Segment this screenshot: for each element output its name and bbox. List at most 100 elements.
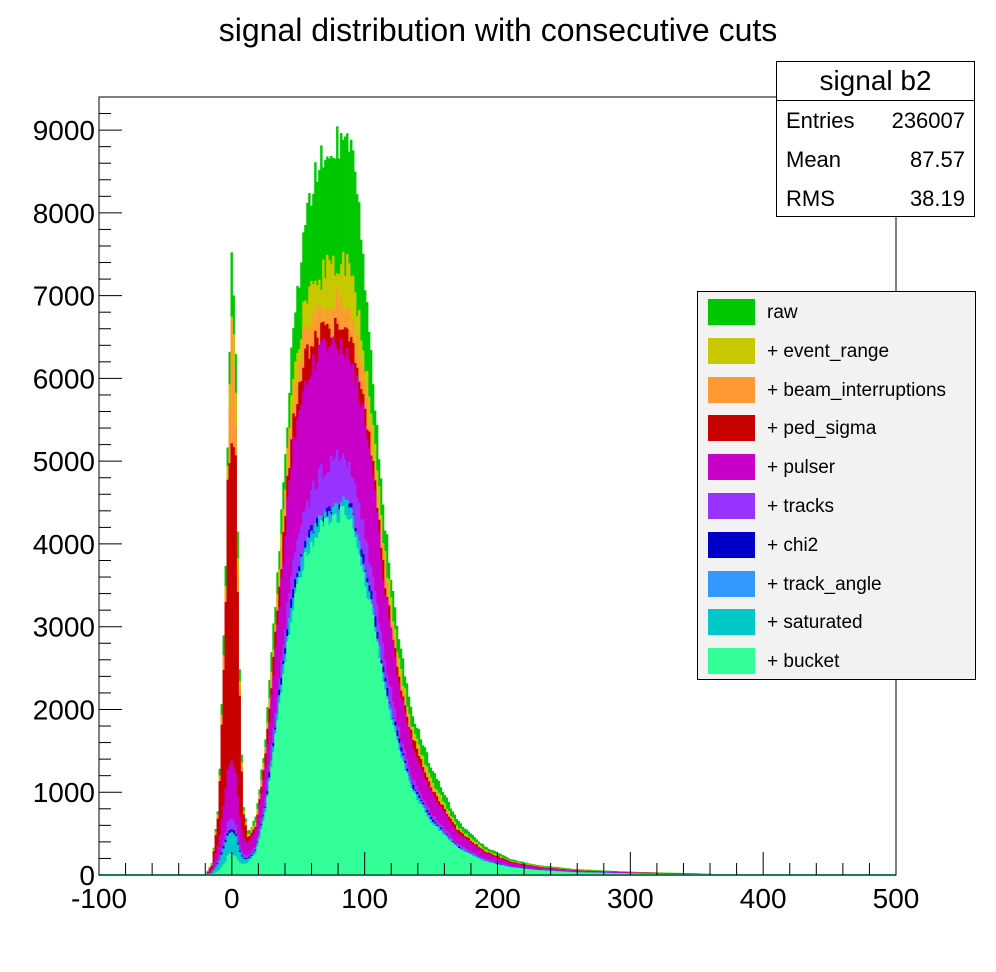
stats-row-mean: Mean 87.57	[777, 140, 974, 179]
histogram-bin	[248, 860, 251, 875]
histogram-bin	[607, 872, 610, 875]
histogram-bin	[507, 867, 510, 875]
legend-item: + pulser	[698, 448, 975, 487]
histogram-bin	[561, 871, 564, 875]
histogram-bin	[364, 586, 367, 875]
histogram-bin	[242, 863, 245, 875]
histogram-bin	[350, 518, 353, 875]
histogram-bin	[407, 780, 411, 875]
histogram-bin	[461, 851, 465, 875]
histogram-bin	[465, 852, 469, 875]
histogram-bin	[533, 869, 536, 875]
histogram-bin	[459, 849, 463, 875]
legend-label: + saturated	[767, 612, 863, 634]
histogram-bin	[579, 872, 582, 875]
histogram-bin	[551, 871, 554, 875]
histogram-bin	[218, 869, 221, 875]
stats-label: RMS	[786, 186, 835, 211]
legend-swatch	[708, 570, 755, 597]
histogram-bin	[489, 862, 492, 875]
histogram-bin	[517, 868, 520, 875]
histogram-bin	[547, 870, 550, 875]
histogram-bin	[230, 443, 233, 875]
axis-tick-labels: -100 0 100 200 300 400 50001000200030004000500…	[33, 115, 920, 914]
legend-item: + tracks	[698, 487, 975, 526]
legend-label: + pulser	[767, 457, 836, 479]
legend-swatch	[708, 648, 755, 675]
series-bucket	[204, 506, 743, 875]
histogram-bin	[266, 796, 269, 875]
histogram-bin	[531, 869, 534, 875]
histogram-bin	[236, 592, 239, 875]
legend-swatch	[708, 454, 755, 481]
histogram-bin	[292, 610, 295, 875]
histogram-bin	[236, 859, 239, 875]
histogram-bin	[220, 867, 223, 875]
legend-label: + chi2	[767, 534, 819, 556]
legend-swatch	[708, 531, 755, 558]
histogram-bin	[324, 517, 327, 875]
histogram-bin	[314, 537, 317, 875]
histogram-bin	[367, 599, 371, 875]
histogram-bin	[413, 793, 417, 875]
legend-swatch	[708, 376, 755, 403]
histogram-bin	[270, 767, 273, 875]
histogram-bin	[431, 824, 435, 875]
legend-label: + tracks	[767, 496, 835, 517]
histogram-bin	[284, 662, 287, 875]
legend-item: + track_angle	[698, 565, 975, 604]
histogram-bin	[385, 698, 389, 875]
histogram-bin	[290, 622, 293, 875]
histogram-bin	[557, 871, 560, 875]
chart-title: signal distribution with consecutive cut…	[218, 12, 778, 48]
histogram-bin	[529, 869, 532, 875]
histogram-bin	[218, 835, 221, 875]
legend-item: + ped_sigma	[698, 409, 975, 448]
legend-item: + saturated	[698, 603, 975, 642]
histogram-bin	[543, 870, 546, 875]
histogram-bin	[258, 838, 261, 875]
histogram-bin	[256, 846, 259, 875]
histogram-bin	[240, 771, 243, 875]
histogram-bin	[455, 846, 459, 875]
stats-box: signal b2 Entries 236007 Mean 87.57 RMS …	[776, 61, 975, 217]
histogram-bin	[234, 773, 237, 875]
histogram-bin	[501, 865, 504, 875]
histogram-bin	[433, 826, 437, 875]
histogram-bin	[443, 835, 447, 875]
histogram-bin	[493, 863, 496, 875]
histogram-bin	[274, 733, 277, 875]
histogram-bin	[302, 570, 305, 875]
histogram-bin	[262, 821, 265, 875]
histogram-bin	[397, 750, 401, 875]
histogram-bin	[567, 871, 570, 875]
legend-swatch	[708, 415, 755, 442]
y-tick-label: 1000	[33, 777, 95, 808]
histogram-bin	[334, 513, 337, 875]
histogram-bin	[252, 855, 255, 875]
histogram-bin	[280, 692, 283, 875]
histogram-bin	[435, 827, 439, 875]
histogram-bin	[523, 868, 526, 875]
histogram-bin	[395, 740, 399, 875]
histogram-bin	[238, 695, 241, 875]
histogram-bin	[226, 855, 229, 875]
histogram-bin	[481, 860, 484, 875]
histogram-bin	[326, 517, 329, 875]
histogram-bin	[246, 862, 249, 875]
axis-ticks	[98, 96, 897, 876]
histogram-bin	[232, 855, 235, 875]
legend-item: + chi2	[698, 526, 975, 565]
histogram-bin	[429, 822, 433, 875]
legend-swatch	[708, 299, 755, 325]
histogram-bin	[471, 856, 474, 875]
histogram-bin	[214, 872, 217, 875]
histogram-bin	[503, 866, 506, 875]
histogram-bin	[521, 868, 524, 875]
legend-swatch	[708, 609, 755, 636]
histogram-bin	[595, 872, 598, 875]
histogram-bin	[312, 546, 315, 875]
histogram-bin	[539, 870, 542, 875]
y-tick-label: 8000	[33, 198, 95, 229]
